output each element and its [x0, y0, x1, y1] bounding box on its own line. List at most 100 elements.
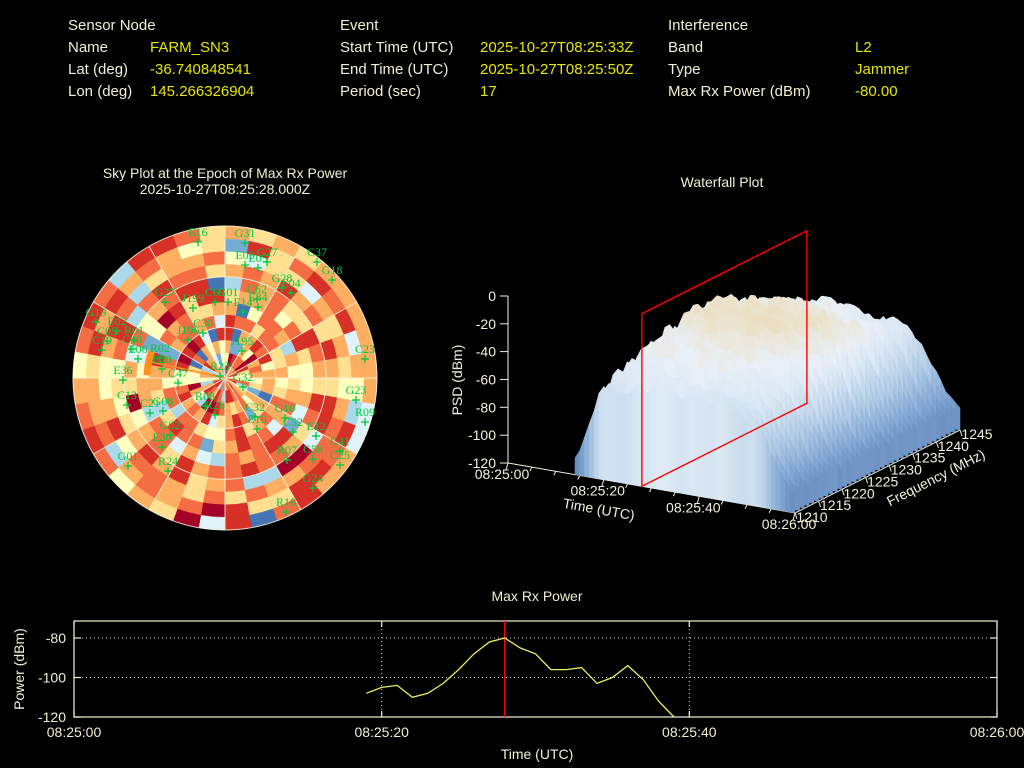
sensor-lon-row: Lon (deg) 145.266326904 — [68, 81, 254, 103]
satellite-label: G10 — [275, 401, 296, 415]
satellite-label: G27 — [155, 285, 176, 299]
satellite-label: C52 — [283, 415, 303, 429]
svg-text:1215: 1215 — [820, 497, 851, 513]
sensor-lat-value: -36.740848541 — [150, 61, 251, 78]
sky-plot-title-line1: Sky Plot at the Epoch of Max Rx Power — [102, 165, 348, 181]
satellite-label: R26 — [205, 398, 225, 412]
svg-text:-120: -120 — [38, 709, 66, 725]
satellite-label: E12 — [306, 419, 325, 433]
satellite-label: G18 — [322, 263, 343, 277]
sensor-node-title: Sensor Node — [68, 17, 156, 34]
waterfall-time-axis-label: Time (UTC) — [562, 495, 636, 523]
event-title: Event — [340, 17, 379, 34]
satellite-label: G32 — [233, 370, 254, 384]
waterfall-surface — [574, 293, 961, 514]
satellite-label: E20 — [152, 352, 171, 366]
satellite-label: R07 — [277, 443, 297, 457]
svg-text:1230: 1230 — [891, 462, 922, 478]
satellite-label: C47 — [168, 366, 188, 380]
svg-text:-80: -80 — [46, 630, 66, 646]
satellite-label: E34 — [248, 290, 267, 304]
interference-band-value: L2 — [855, 39, 872, 56]
satellite-label: C37 — [307, 245, 327, 259]
event-start-label: Start Time (UTC) — [340, 39, 454, 56]
satellite-label: G08 — [153, 394, 174, 408]
satellite-label: E36 — [113, 363, 132, 377]
satellite-label: E05 — [248, 251, 267, 265]
interference-type-label: Type — [668, 61, 701, 78]
svg-text:-40: -40 — [476, 344, 496, 360]
satellite-label: E02 — [107, 314, 126, 328]
sensor-lat-label: Lat (deg) — [68, 61, 129, 78]
sky-plot-title-line2: 2025-10-27T08:25:28.000Z — [139, 181, 311, 197]
event-end-row: End Time (UTC) 2025-10-27T08:25:50Z — [340, 59, 633, 81]
svg-text:08:25:40: 08:25:40 — [662, 724, 717, 740]
event-period-label: Period (sec) — [340, 83, 421, 100]
svg-text:1210: 1210 — [796, 509, 827, 525]
svg-text:1240: 1240 — [938, 438, 969, 454]
satellite-label: C30 — [193, 316, 213, 330]
satellite-label: C41 — [330, 434, 350, 448]
svg-text:0: 0 — [488, 288, 496, 304]
waterfall-axes — [500, 295, 963, 521]
svg-text:-80: -80 — [476, 399, 496, 415]
satellite-label: G02 — [160, 418, 181, 432]
satellite-label: R09 — [355, 405, 375, 419]
satellite-label: R16 — [276, 495, 296, 509]
svg-text:-100: -100 — [38, 670, 66, 686]
event-time-marker-plane — [641, 229, 808, 488]
svg-text:1245: 1245 — [961, 426, 992, 442]
interference-band-row: Band L2 — [668, 37, 909, 59]
satellite-label: C10 — [92, 333, 112, 347]
svg-text:1235: 1235 — [914, 450, 945, 466]
satellite-label: C62 — [247, 282, 267, 296]
jammer-direction-ray — [143, 350, 226, 379]
svg-text:-20: -20 — [476, 316, 496, 332]
svg-text:08:25:20: 08:25:20 — [570, 483, 625, 499]
satellite-label: J195 — [231, 334, 254, 348]
satellite-label: G28 — [272, 271, 293, 285]
svg-text:08:25:20: 08:25:20 — [354, 724, 409, 740]
satellite-label: E10 — [247, 412, 266, 426]
satellite-label: J199 — [182, 291, 205, 305]
satellite-label: E04 — [281, 276, 300, 290]
satellite-label: C48 — [122, 332, 142, 346]
svg-text:08:26:00: 08:26:00 — [970, 724, 1024, 740]
satellite-label: E16 — [188, 225, 207, 239]
interference-type-value: Jammer — [855, 61, 910, 78]
event-period-row: Period (sec) 17 — [340, 81, 633, 103]
event-period-value: 17 — [480, 83, 497, 100]
power-y-axis-label: Power (dBm) — [11, 628, 27, 710]
satellite-label: R23 — [210, 359, 230, 373]
satellite-label: C32 — [245, 400, 265, 414]
interference-band-label: Band — [668, 39, 704, 56]
sensor-name-row: Name FARM_SN3 — [68, 37, 254, 59]
satellite-label: C23 — [355, 342, 375, 356]
satellite-label: G01 — [218, 285, 239, 299]
svg-text:1225: 1225 — [867, 473, 898, 489]
svg-text:08:25:00: 08:25:00 — [47, 724, 102, 740]
satellite-label: G19 — [86, 305, 107, 319]
power-x-axis-label: Time (UTC) — [501, 746, 574, 762]
satellite-label: C25 — [330, 448, 350, 462]
satellite-label: R08 — [195, 389, 215, 403]
satellite-label: R01 — [124, 323, 144, 337]
power-chart-gridlines — [74, 621, 997, 717]
event-end-label: End Time (UTC) — [340, 61, 449, 78]
satellite-label: E14 — [233, 295, 252, 309]
interference-type-row: Type Jammer — [668, 59, 909, 81]
satellite-label: G23 — [346, 383, 367, 397]
interference-panel: Interference Band L2 Type Jammer Max Rx … — [668, 15, 909, 103]
satellite-label: G31 — [235, 226, 256, 240]
max-rx-power-series — [366, 637, 675, 718]
sensor-name-label: Name — [68, 39, 109, 56]
satellite-label: J196 — [177, 323, 200, 337]
svg-text:08:26:00: 08:26:00 — [762, 516, 817, 532]
satellite-label: E30 — [152, 430, 171, 444]
power-chart-title: Max Rx Power — [491, 588, 582, 604]
satellite-label: C13 — [117, 388, 137, 402]
svg-text:08:25:40: 08:25:40 — [666, 499, 721, 515]
